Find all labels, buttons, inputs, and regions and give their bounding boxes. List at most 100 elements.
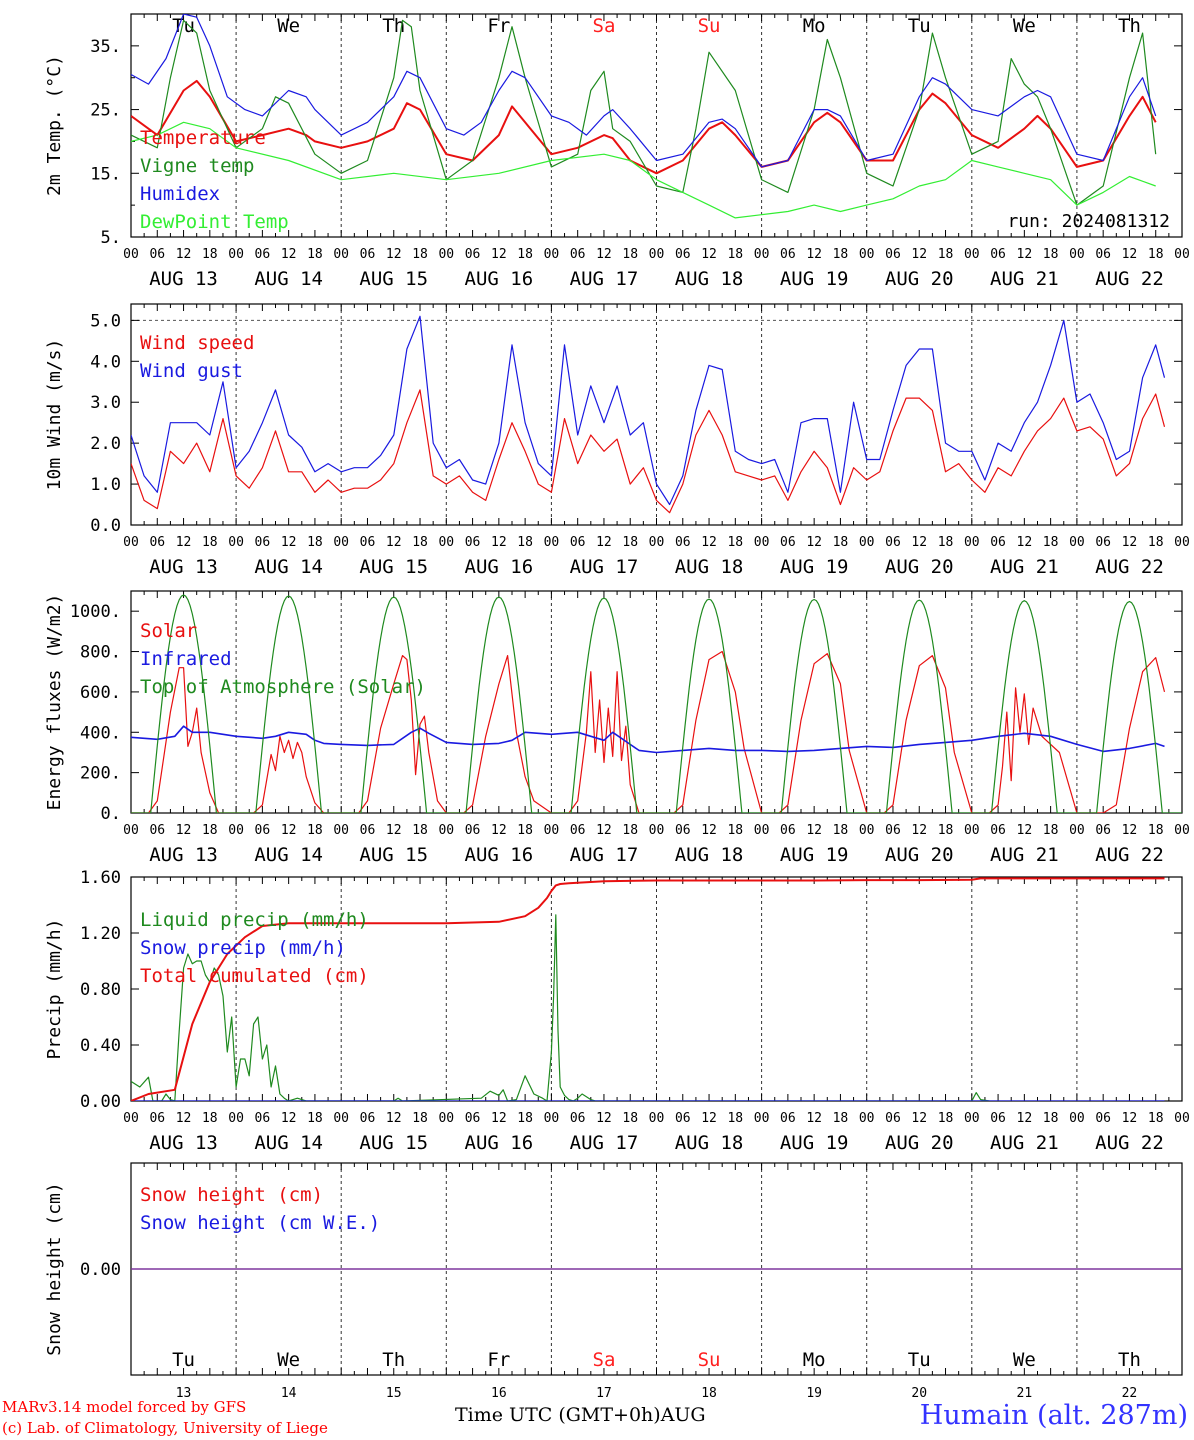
day-of-week-label: Su <box>698 15 721 37</box>
day-number-label: 21 <box>1017 1386 1033 1401</box>
legend-entry: Snow height (cm W.E.) <box>140 1212 380 1234</box>
hour-tick-label: 00 <box>649 535 665 550</box>
time-axis-title: Time UTC (GMT+0h)AUG <box>455 1404 706 1426</box>
series-top-of-atmosphere-solar- <box>131 594 1182 813</box>
day-of-week-label: Th <box>382 15 405 37</box>
hour-tick-label: 06 <box>360 823 376 838</box>
hour-tick-label: 12 <box>386 1111 402 1126</box>
date-label: AUG 14 <box>254 844 323 866</box>
hour-tick-label: 12 <box>701 247 717 262</box>
hour-tick-label: 18 <box>1148 1111 1164 1126</box>
hour-tick-label: 06 <box>360 247 376 262</box>
hour-tick-label: 00 <box>544 1111 560 1126</box>
day-of-week-label: Th <box>1118 15 1141 37</box>
day-of-week-label: Tu <box>908 15 931 37</box>
hour-tick-label: 18 <box>1043 535 1059 550</box>
panel-energy: 0. 200. 400. 600. 800. 1000.Energy fluxes (W/… <box>44 590 1190 866</box>
hour-tick-label: 12 <box>911 535 927 550</box>
date-label: AUG 15 <box>359 268 428 290</box>
hour-tick-label: 06 <box>885 1111 901 1126</box>
hour-tick-label: 18 <box>1148 535 1164 550</box>
hour-tick-label: 18 <box>307 247 323 262</box>
hour-tick-label: 12 <box>491 247 507 262</box>
hour-tick-label: 00 <box>1069 1111 1085 1126</box>
hour-tick-label: 00 <box>1069 823 1085 838</box>
y-tick-label: 2.0 <box>90 434 121 454</box>
y-tick-label: 0.40 <box>80 1036 121 1056</box>
series-group <box>131 594 1182 813</box>
y-tick-label: 600. <box>80 683 121 703</box>
panel-snow: 0.00 Snow height (cm) Tu 13 We 14 Th 15 Fr 16 Sa 17… <box>44 1162 1183 1401</box>
date-label: AUG 21 <box>990 556 1059 578</box>
day-number-label: 20 <box>911 1386 927 1401</box>
day-of-week-label: Su <box>698 1349 721 1371</box>
hour-tick-label: 06 <box>465 823 481 838</box>
hour-tick-label: 12 <box>386 247 402 262</box>
date-label: AUG 18 <box>675 1132 744 1154</box>
hour-tick-label: 18 <box>727 1111 743 1126</box>
y-tick-label: 0.80 <box>80 980 121 1000</box>
hour-tick-label: 06 <box>1095 823 1111 838</box>
hour-tick-label: 12 <box>911 1111 927 1126</box>
hour-tick-label: 06 <box>1095 535 1111 550</box>
hour-tick-label: 18 <box>412 247 428 262</box>
hour-tick-label: 12 <box>596 1111 612 1126</box>
hour-tick-label: 06 <box>149 247 165 262</box>
y-tick-label: 3.0 <box>90 393 121 413</box>
y-tick-label: 25. <box>90 101 121 121</box>
series-temperature <box>131 79 1157 175</box>
hour-tick-label: 00 <box>859 535 875 550</box>
legend-entry: Total cumulated (cm) <box>140 965 369 987</box>
hour-tick-label: 00 <box>228 535 244 550</box>
date-label: AUG 16 <box>465 1132 534 1154</box>
hour-tick-label: 06 <box>1095 1111 1111 1126</box>
hour-tick-label: 06 <box>149 823 165 838</box>
day-number-label: 18 <box>701 1386 717 1401</box>
hour-tick-label: 00 <box>1174 823 1190 838</box>
day-of-week-label: We <box>1013 15 1036 37</box>
hour-tick-label: 12 <box>281 823 297 838</box>
legend-entry: Liquid precip (mm/h) <box>140 909 369 931</box>
y-tick-label: 35. <box>90 37 121 57</box>
series-vigne-temp <box>131 19 1157 206</box>
y-tick-label: 0.00 <box>80 1092 121 1112</box>
hour-tick-label: 00 <box>438 823 454 838</box>
day-of-week-label: Mo <box>803 15 826 37</box>
y-axis-label: Precip (mm/h) <box>44 919 65 1060</box>
date-label: AUG 17 <box>570 1132 639 1154</box>
legend-entry: Snow height (cm) <box>140 1184 323 1206</box>
hour-tick-label: 06 <box>885 247 901 262</box>
hour-tick-label: 06 <box>149 1111 165 1126</box>
date-label: AUG 19 <box>780 1132 849 1154</box>
y-axis-label: 10m Wind (m/s) <box>44 339 65 491</box>
date-label: AUG 22 <box>1095 1132 1164 1154</box>
date-label: AUG 13 <box>149 556 218 578</box>
hour-tick-label: 06 <box>675 1111 691 1126</box>
day-of-week-label: We <box>1013 1349 1036 1371</box>
lab-credit: (c) Lab. of Climatology, University of L… <box>2 1419 328 1437</box>
hour-tick-label: 12 <box>806 823 822 838</box>
panel-wind: 0.0 1.0 2.0 3.0 4.0 5.0 10m Wind (m/s) 00 06 12 18… <box>44 303 1190 578</box>
hour-tick-label: 00 <box>333 535 349 550</box>
date-label: AUG 14 <box>254 268 323 290</box>
hour-tick-label: 18 <box>833 823 849 838</box>
hour-tick-label: 00 <box>228 1111 244 1126</box>
legend-entry: DewPoint Temp <box>140 211 289 233</box>
legend-entry: Wind speed <box>140 332 254 354</box>
hour-tick-label: 00 <box>964 823 980 838</box>
day-of-week-label: Sa <box>593 1349 616 1371</box>
hour-tick-label: 06 <box>570 535 586 550</box>
legend-entry: Temperature <box>140 127 266 149</box>
hour-tick-label: 18 <box>622 535 638 550</box>
day-of-week-label: Tu <box>172 1349 195 1371</box>
date-label: AUG 20 <box>885 556 954 578</box>
date-label: AUG 13 <box>149 268 218 290</box>
hour-tick-label: 00 <box>859 247 875 262</box>
y-tick-label: 5. <box>101 228 121 248</box>
time-axis-label: Time UTC (GMT+0h) <box>455 1404 661 1426</box>
legend-entry: Wind gust <box>140 360 243 382</box>
hour-tick-label: 18 <box>1148 247 1164 262</box>
hour-tick-label: 00 <box>1174 247 1190 262</box>
hour-tick-label: 00 <box>123 823 139 838</box>
